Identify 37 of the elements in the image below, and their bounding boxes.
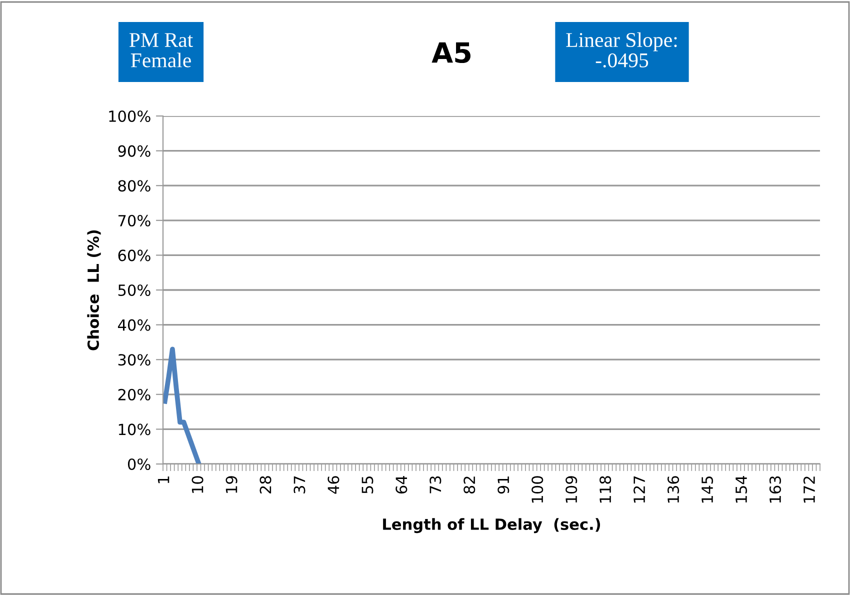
y-tick-label: 30% bbox=[118, 354, 150, 366]
y-tick-label: 90% bbox=[118, 145, 150, 157]
x-tick-label: 118 bbox=[600, 476, 612, 503]
x-tick-label: 55 bbox=[362, 476, 374, 494]
x-tick-label: 73 bbox=[430, 476, 442, 494]
y-tick-label: 60% bbox=[118, 250, 150, 262]
x-tick-label: 136 bbox=[668, 476, 680, 503]
y-tick-label: 10% bbox=[118, 424, 150, 436]
y-tick-label: 100% bbox=[109, 110, 150, 122]
x-tick-label: 82 bbox=[464, 476, 476, 494]
x-tick-label: 145 bbox=[702, 476, 714, 503]
line-series bbox=[163, 346, 202, 464]
x-tick-label: 127 bbox=[634, 476, 645, 503]
x-tick-label: 19 bbox=[226, 476, 238, 493]
x-tick-label: 172 bbox=[803, 476, 815, 503]
x-tick-label: 37 bbox=[294, 476, 306, 494]
x-tick-label: 163 bbox=[769, 476, 782, 503]
x-tick-label: 91 bbox=[498, 476, 510, 494]
y-tick-label: 50% bbox=[118, 284, 150, 296]
y-tick-label: 70% bbox=[118, 214, 150, 226]
y-tick-label: 20% bbox=[118, 388, 150, 400]
text: Linear Slope: -.0495 bbox=[566, 32, 677, 68]
x-tick-label: 100 bbox=[532, 476, 544, 503]
x-tick-label: 1 bbox=[158, 476, 170, 484]
x-tick-label: 46 bbox=[328, 476, 340, 494]
y-tick-label: 80% bbox=[118, 180, 150, 192]
chart-title: A5 bbox=[432, 42, 470, 64]
x-tick-label: 10 bbox=[192, 476, 204, 493]
x-tick-label: 154 bbox=[736, 476, 748, 503]
x-axis-title: Length of LL Delay (sec.) bbox=[383, 518, 600, 534]
y-tick-label: 40% bbox=[118, 319, 150, 331]
text: PM Rat Female bbox=[129, 33, 194, 68]
x-tick-label: 64 bbox=[396, 476, 408, 494]
x-tick-label: 28 bbox=[260, 476, 272, 494]
y-tick-label: 0% bbox=[128, 458, 150, 470]
x-tick-label: 109 bbox=[566, 476, 578, 503]
y-axis-title: Choice LL (%) bbox=[87, 230, 101, 350]
